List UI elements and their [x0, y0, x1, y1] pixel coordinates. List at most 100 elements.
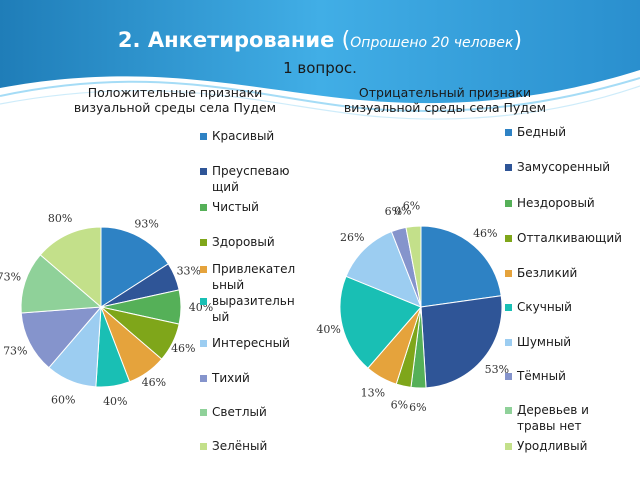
- legend-line: Отталкивающий: [517, 231, 622, 245]
- legend-label-2-9: Деревьев и травы нет: [517, 402, 622, 434]
- legend-line: Тихий: [212, 371, 250, 385]
- legend-swatch-1-3: [200, 204, 207, 211]
- legend-line: Привлекател: [212, 262, 296, 276]
- left-chart-title: Положительные признаки визуальной среды …: [73, 85, 277, 115]
- legend-label-1-9: Светлый: [212, 404, 317, 420]
- wave-line: [0, 77, 640, 112]
- legend-line: Чистый: [212, 200, 259, 214]
- legend-label-2-2: Замусоренный: [517, 159, 622, 175]
- legend-line: ый: [212, 310, 230, 324]
- pie-slice-2-1: [420, 225, 502, 308]
- legend-swatch-1-1: [200, 133, 207, 140]
- pie-slice-2-10: [405, 225, 422, 308]
- data-label-1-4: 46%: [171, 342, 195, 355]
- pie-slice-1-10: [39, 226, 102, 309]
- legend-swatch-2-6: [505, 304, 512, 311]
- legend-swatch-2-8: [505, 373, 512, 380]
- data-label-2-4: 6%: [391, 399, 408, 412]
- legend-label-1-10: Зелёный: [212, 438, 317, 454]
- legend-line: Уродливый: [517, 439, 588, 453]
- legend-line: Бедный: [517, 125, 567, 139]
- legend-swatch-2-1: [505, 129, 512, 136]
- legend-label-2-3: Нездоровый: [517, 195, 622, 211]
- pie-slice-2-7: [345, 230, 422, 308]
- legend-line: ьный: [212, 278, 245, 292]
- legend-swatch-2-10: [505, 443, 512, 450]
- legend-line: выразительн: [212, 294, 295, 308]
- legend-line: Интересный: [212, 336, 290, 350]
- data-label-2-6: 40%: [316, 323, 340, 336]
- legend-swatch-1-10: [200, 443, 207, 450]
- data-label-1-9: 73%: [0, 271, 21, 284]
- legend-line: Нездоровый: [517, 196, 595, 210]
- legend-swatch-2-2: [505, 164, 512, 171]
- legend-line: Тёмный: [517, 369, 566, 383]
- legend-label-1-7: Интересный: [212, 335, 317, 351]
- data-label-1-5: 46%: [142, 376, 166, 389]
- data-label-2-8: 6%: [385, 205, 402, 218]
- legend-label-2-10: Уродливый: [517, 438, 622, 454]
- data-label-2-1: 46%: [473, 227, 497, 240]
- pie-slice-2-2: [420, 295, 503, 389]
- legend-label-2-5: Безликий: [517, 265, 622, 281]
- legend-label-1-4: Здоровый: [212, 234, 317, 250]
- question-label: 1 вопрос.: [283, 59, 357, 77]
- legend-swatch-2-9: [505, 407, 512, 414]
- legend-swatch-2-4: [505, 235, 512, 242]
- data-label-2-5: 13%: [361, 386, 385, 399]
- data-label-1-2: 33%: [177, 265, 201, 278]
- data-label-2-7: 26%: [340, 231, 364, 244]
- data-label-1-7: 60%: [51, 394, 75, 407]
- page-title: 2. Анкетирование (Опрошено 20 человек): [0, 28, 640, 53]
- pie-slice-1-8: [20, 306, 103, 369]
- legend-line: Деревьев и: [517, 403, 589, 417]
- legend-swatch-1-4: [200, 239, 207, 246]
- legend-label-2-1: Бедный: [517, 124, 622, 140]
- legend-label-2-8: Тёмный: [517, 368, 622, 384]
- legend-swatch-1-8: [200, 375, 207, 382]
- title-paren-close: ): [513, 28, 523, 53]
- data-label-2-10: 6%: [403, 199, 420, 212]
- pie-slice-1-9: [20, 254, 103, 314]
- legend-swatch-1-9: [200, 409, 207, 416]
- legend-line: Светлый: [212, 405, 267, 419]
- legend-label-1-6: выразительн ый: [212, 293, 317, 325]
- data-label-2-3: 6%: [409, 401, 426, 414]
- pie-slice-1-1: [100, 226, 170, 308]
- legend-line: Преуспеваю: [212, 164, 290, 178]
- legend-swatch-1-6: [200, 298, 207, 305]
- legend-swatch-1-5: [200, 266, 207, 273]
- legend-line: Замусоренный: [517, 160, 611, 174]
- title-main: 2. Анкетирование: [117, 28, 335, 52]
- legend-swatch-2-7: [505, 339, 512, 346]
- legend-label-1-2: Преуспеваю щий: [212, 163, 317, 195]
- wave-line: [0, 85, 640, 120]
- title-paren-open: (: [341, 28, 351, 53]
- legend-swatch-1-2: [200, 168, 207, 175]
- legend-line: Скучный: [517, 300, 572, 314]
- legend-label-1-3: Чистый: [212, 199, 317, 215]
- pie-slice-2-6: [339, 275, 422, 369]
- legend-line: травы нет: [517, 419, 582, 433]
- legend-label-1-8: Тихий: [212, 370, 317, 386]
- legend-label-1-1: Красивый: [212, 128, 317, 144]
- title-subtitle: Опрошено 20 человек: [350, 35, 514, 51]
- legend-line: Здоровый: [212, 235, 275, 249]
- data-label-2-9: 0%: [394, 205, 411, 218]
- data-label-1-3: 40%: [189, 301, 213, 314]
- data-label-2-2: 53%: [485, 363, 509, 376]
- legend-swatch-2-3: [505, 200, 512, 207]
- legend-line: Зелёный: [212, 439, 268, 453]
- legend-swatch-2-5: [505, 270, 512, 277]
- legend-line: Красивый: [212, 129, 275, 143]
- legend-label-2-4: Отталкивающий: [517, 230, 622, 246]
- legend-line: щий: [212, 180, 239, 194]
- data-label-1-8: 73%: [3, 344, 27, 357]
- legend-label-2-6: Скучный: [517, 299, 622, 315]
- right-chart-title: Отрицательный признаки визуальной среды …: [343, 85, 547, 115]
- data-label-1-10: 80%: [48, 212, 72, 225]
- wave-band: [0, 0, 640, 104]
- data-label-1-6: 40%: [103, 395, 127, 408]
